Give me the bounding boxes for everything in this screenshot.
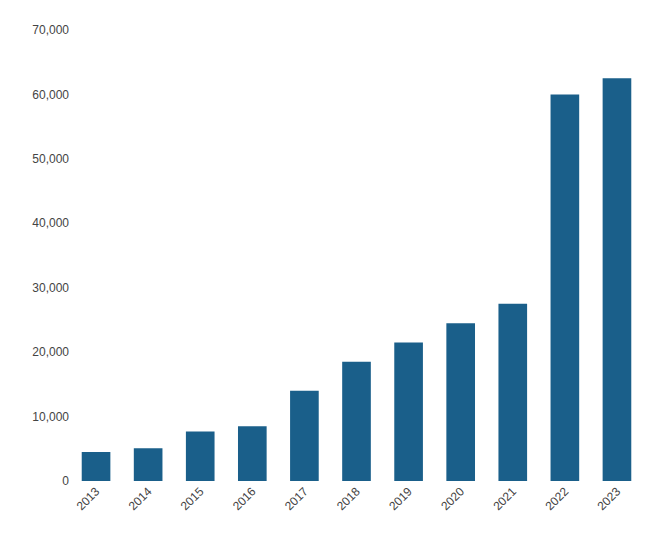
svg-text:60,000: 60,000 [32, 88, 69, 102]
svg-text:50,000: 50,000 [32, 152, 69, 166]
svg-text:2018: 2018 [334, 484, 363, 513]
svg-text:20,000: 20,000 [32, 345, 69, 359]
svg-text:2017: 2017 [282, 484, 311, 513]
svg-text:70,000: 70,000 [32, 23, 69, 37]
svg-text:0: 0 [62, 474, 69, 488]
svg-text:2020: 2020 [438, 484, 467, 513]
svg-text:2015: 2015 [178, 484, 207, 513]
svg-text:2016: 2016 [230, 484, 259, 513]
svg-text:10,000: 10,000 [32, 410, 69, 424]
svg-text:2019: 2019 [386, 484, 415, 513]
svg-text:30,000: 30,000 [32, 281, 69, 295]
svg-text:2021: 2021 [490, 484, 519, 513]
svg-text:2013: 2013 [74, 484, 103, 513]
svg-text:2014: 2014 [126, 484, 155, 513]
svg-text:2022: 2022 [542, 484, 571, 513]
svg-text:2023: 2023 [595, 484, 624, 513]
svg-text:40,000: 40,000 [32, 216, 69, 230]
